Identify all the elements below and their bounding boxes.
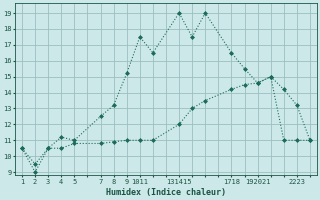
X-axis label: Humidex (Indice chaleur): Humidex (Indice chaleur)	[106, 188, 226, 197]
